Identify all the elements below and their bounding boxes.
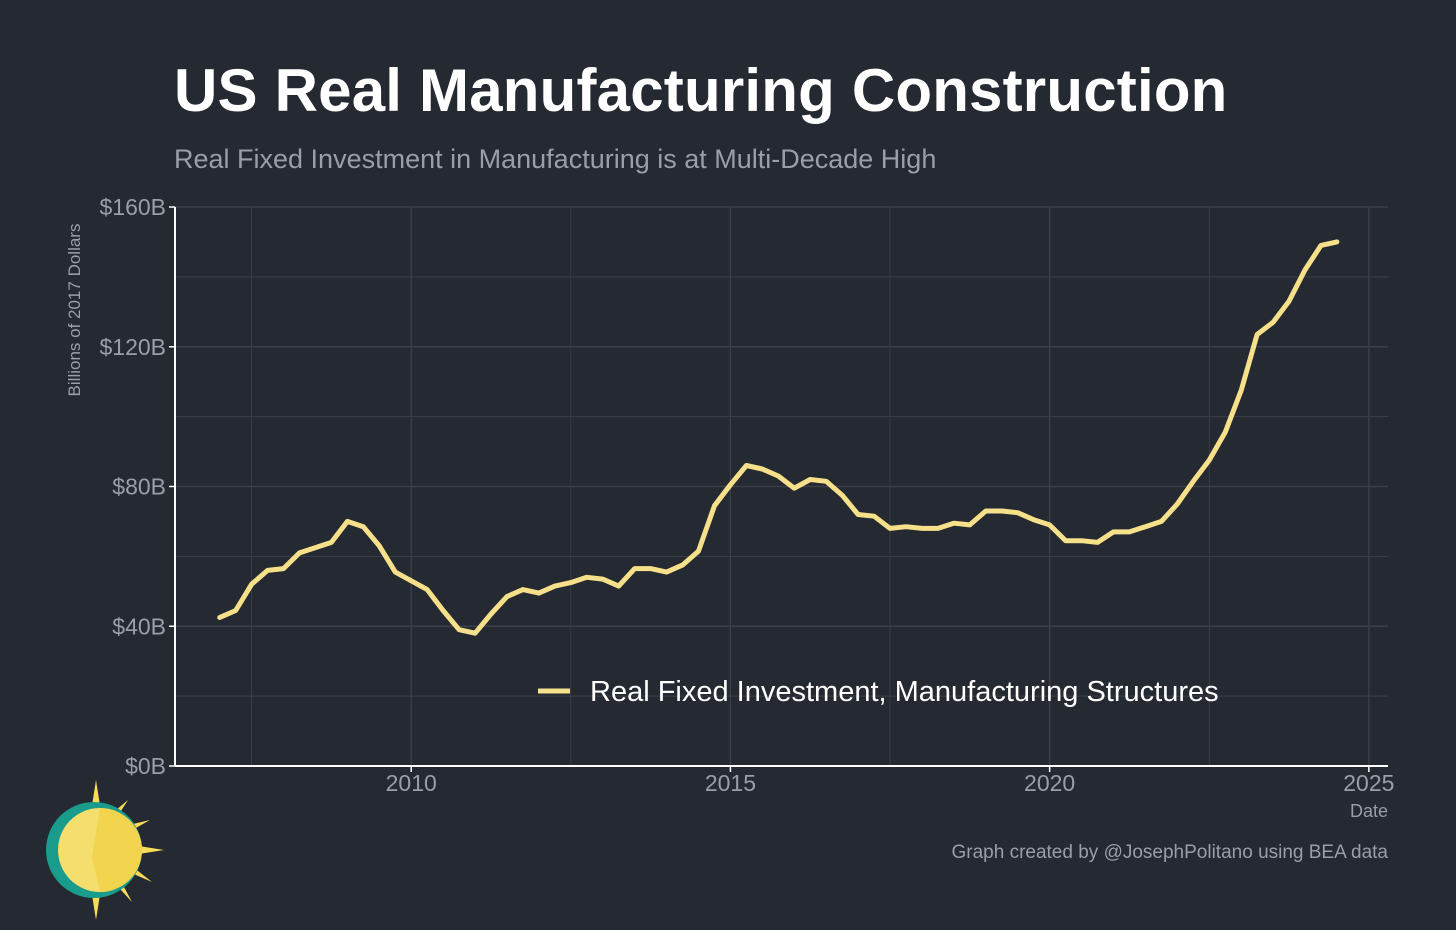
x-axis-label: Date <box>1350 801 1388 821</box>
x-tick-labels: 2010 2015 2020 2025 <box>386 766 1394 796</box>
legend: Real Fixed Investment, Manufacturing Str… <box>538 676 1219 708</box>
y-tick-labels: $0B $40B $80B $120B $160B <box>99 194 175 779</box>
legend-label: Real Fixed Investment, Manufacturing Str… <box>590 676 1219 708</box>
y-tick-label: $40B <box>112 613 166 639</box>
y-tick-label: $120B <box>99 334 166 360</box>
y-tick-label: $80B <box>112 474 166 500</box>
grid-lines <box>175 206 1388 767</box>
y-tick-label: $160B <box>99 194 166 220</box>
x-tick-label: 2025 <box>1343 770 1394 796</box>
chart-subtitle: Real Fixed Investment in Manufacturing i… <box>174 144 937 174</box>
x-tick-label: 2020 <box>1024 770 1075 796</box>
series-lines <box>217 239 1340 636</box>
y-axis-label: Billions of 2017 Dollars <box>65 224 84 397</box>
series-line <box>217 239 1340 636</box>
x-tick-label: 2015 <box>705 770 756 796</box>
y-tick-label: $0B <box>125 753 166 779</box>
source-credit: Graph created by @JosephPolitano using B… <box>951 842 1388 863</box>
x-tick-label: 2010 <box>386 770 437 796</box>
sun-logo-icon <box>46 780 164 920</box>
chart-title: US Real Manufacturing Construction <box>174 57 1228 124</box>
